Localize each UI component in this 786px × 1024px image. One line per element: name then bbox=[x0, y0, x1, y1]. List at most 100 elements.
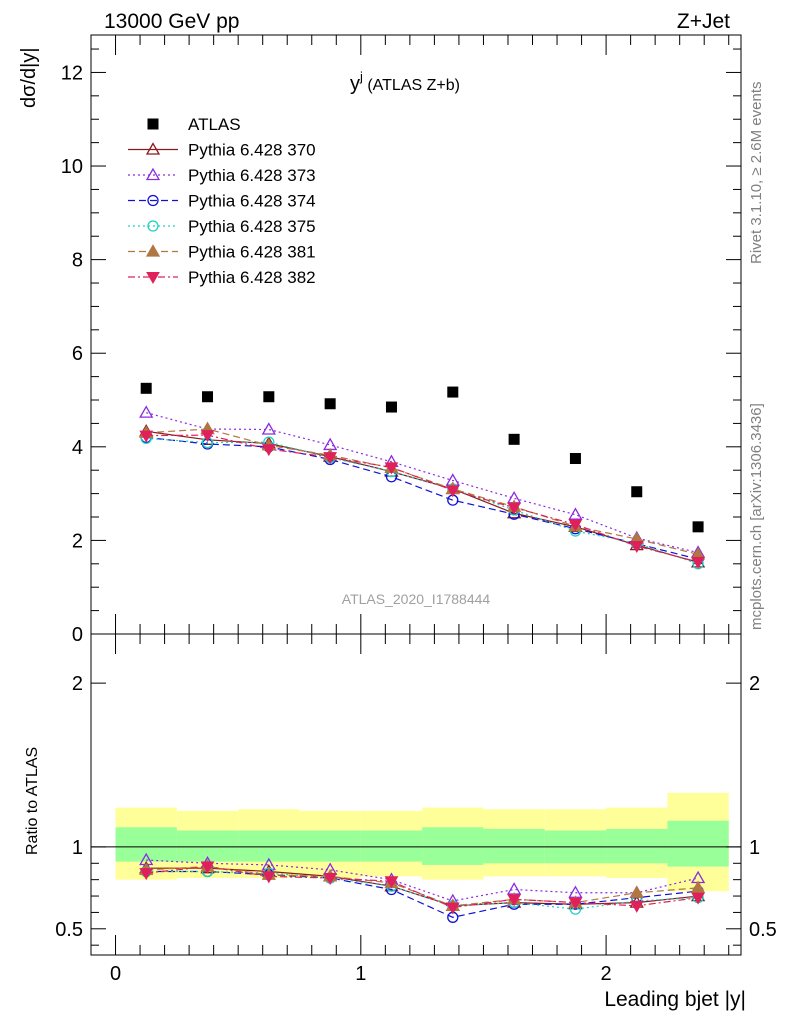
series-6-point-8 bbox=[629, 541, 644, 554]
ratio-5-point-7 bbox=[568, 897, 583, 910]
series-2-point-3 bbox=[323, 437, 338, 451]
ratio-line-3 bbox=[146, 870, 699, 910]
series-2 bbox=[139, 405, 706, 558]
ratio-line-4 bbox=[146, 865, 699, 907]
xtick-label: 2 bbox=[601, 963, 612, 985]
main-ytick-label: 6 bbox=[72, 343, 83, 365]
xtick-label: 1 bbox=[355, 963, 366, 985]
series-6-point-5 bbox=[445, 485, 460, 498]
band-green-2 bbox=[238, 830, 300, 862]
legend-label-1: Pythia 6.428 370 bbox=[188, 141, 316, 160]
band-green-3 bbox=[299, 830, 361, 862]
ratio-5-point-4 bbox=[384, 876, 399, 889]
ratio-ytick-label-right: 2 bbox=[749, 673, 760, 695]
legend-item-3: Pythia 6.428 374 bbox=[128, 192, 316, 211]
legend-item-6: Pythia 6.428 382 bbox=[128, 268, 316, 287]
series-1-point-6 bbox=[506, 505, 522, 519]
series-line-3 bbox=[146, 436, 699, 560]
legend-marker-3 bbox=[147, 194, 159, 207]
series-line-2 bbox=[146, 412, 699, 554]
legend-marker-6 bbox=[146, 272, 160, 285]
legend: ATLAS Pythia 6.428 370 Pythia 6.428 373 Pyt… bbox=[128, 115, 316, 287]
series-3 bbox=[140, 431, 704, 565]
main-ytick-label: 8 bbox=[72, 250, 83, 272]
series-6 bbox=[139, 430, 705, 569]
series-line-1 bbox=[146, 430, 699, 563]
uncertainty-bands bbox=[115, 792, 729, 892]
series-0-point-4 bbox=[385, 401, 397, 413]
band-green-8 bbox=[606, 828, 668, 864]
legend-marker-2 bbox=[145, 167, 161, 181]
ratio-5-point-0 bbox=[139, 868, 154, 881]
legend-marker-4 bbox=[147, 220, 159, 232]
ratio-axis-label: Ratio to ATLAS bbox=[24, 747, 41, 855]
band-green-9 bbox=[667, 820, 729, 867]
series-6-point-0 bbox=[139, 430, 154, 443]
analysis-watermark: ATLAS_2020_I1788444 bbox=[342, 591, 491, 607]
ratio-frame bbox=[90, 633, 742, 956]
series-0-point-3 bbox=[324, 398, 336, 410]
ratio-line-2 bbox=[146, 870, 699, 918]
series-0-point-2 bbox=[263, 391, 275, 403]
series-6-point-1 bbox=[200, 430, 215, 443]
series-6-point-2 bbox=[261, 444, 276, 457]
plot-title: yj (ATLAS Z+b) bbox=[350, 69, 460, 95]
process-label: Z+Jet bbox=[677, 10, 730, 33]
mcplots-reference-label: mcplots.cern.ch [arXiv:1306.3436] bbox=[748, 403, 765, 630]
series-1 bbox=[139, 424, 706, 568]
legend-label-3: Pythia 6.428 374 bbox=[188, 192, 316, 211]
ratio-5-point-8 bbox=[629, 900, 644, 913]
data-series bbox=[139, 382, 706, 923]
main-ytick-label: 4 bbox=[72, 437, 83, 459]
series-2-point-7 bbox=[568, 507, 583, 520]
band-green-6 bbox=[483, 828, 545, 864]
ratio-5-point-5 bbox=[445, 902, 460, 915]
legend-marker-5 bbox=[145, 244, 161, 257]
ratio-ytick-label-left: 2 bbox=[72, 673, 83, 695]
ratio-4-point-8 bbox=[629, 885, 644, 898]
series-0-point-5 bbox=[447, 386, 459, 398]
ratio-5-point-9 bbox=[691, 892, 705, 905]
legend-label-0: ATLAS bbox=[188, 115, 241, 134]
series-0-point-7 bbox=[569, 453, 581, 465]
legend-marker-1 bbox=[145, 142, 161, 155]
xtick-label: 0 bbox=[110, 963, 121, 985]
series-6-point-9 bbox=[691, 556, 705, 569]
band-green-0 bbox=[115, 827, 177, 862]
series-6-point-6 bbox=[507, 502, 521, 515]
energy-label: 13000 GeV pp bbox=[104, 10, 239, 33]
ratio-ytick-label-left: 1 bbox=[72, 837, 83, 859]
main-ytick-label: 12 bbox=[61, 62, 83, 84]
series-0 bbox=[140, 382, 704, 533]
ratio-ytick-label-right: 0.5 bbox=[749, 919, 777, 941]
series-6-point-7 bbox=[568, 519, 583, 532]
legend-item-2: Pythia 6.428 373 bbox=[128, 166, 316, 185]
legend-item-0: ATLAS bbox=[147, 115, 241, 134]
ratio-line-1 bbox=[146, 859, 699, 902]
main-ytick-label: 0 bbox=[72, 624, 83, 646]
band-green-4 bbox=[360, 830, 423, 862]
ratio-line-0 bbox=[146, 867, 699, 907]
legend-item-4: Pythia 6.428 375 bbox=[128, 217, 316, 236]
ratio-ytick-label-left: 0.5 bbox=[55, 919, 83, 941]
legend-label-4: Pythia 6.428 375 bbox=[188, 217, 316, 236]
legend-label-2: Pythia 6.428 373 bbox=[188, 166, 316, 185]
legend-item-1: Pythia 6.428 370 bbox=[128, 141, 316, 160]
band-green-5 bbox=[422, 827, 484, 865]
y-axis-label: dσ/d|y| bbox=[18, 47, 40, 108]
ratio-5-point-2 bbox=[261, 871, 276, 884]
ratio-5-point-1 bbox=[200, 861, 215, 874]
series-6-point-3 bbox=[323, 452, 338, 465]
series-2-point-0 bbox=[139, 405, 154, 418]
series-line-4 bbox=[146, 437, 699, 565]
legend-marker-0 bbox=[147, 118, 159, 130]
series-0-point-0 bbox=[140, 382, 152, 394]
ratio-line-5 bbox=[146, 865, 699, 909]
ratio-ytick-label-right: 1 bbox=[749, 837, 760, 859]
series-0-point-6 bbox=[508, 433, 520, 445]
rivet-version-label: Rivet 3.1.10, ≥ 2.6M events bbox=[748, 82, 765, 265]
ratio-4-point-9 bbox=[690, 880, 706, 894]
x-axis-label: Leading bjet |y| bbox=[604, 988, 746, 1011]
series-4 bbox=[140, 432, 704, 570]
